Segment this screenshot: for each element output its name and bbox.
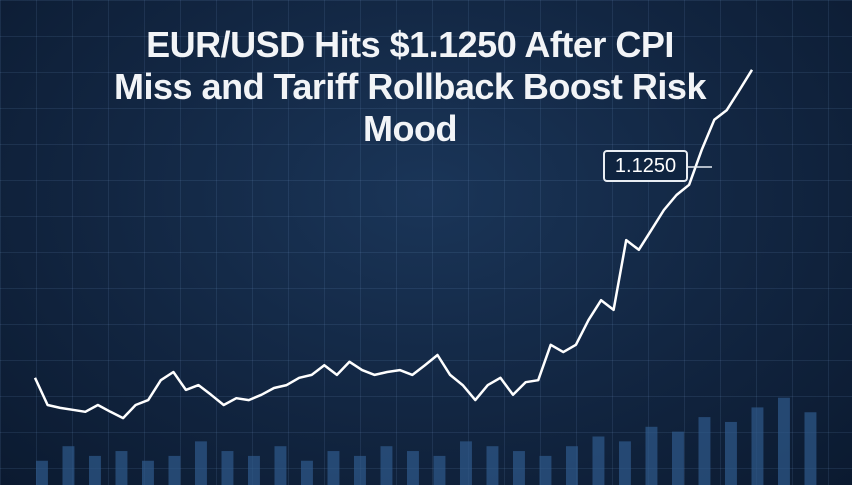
volume-bar (804, 412, 817, 485)
volume-bar (645, 426, 658, 485)
volume-bar (407, 451, 419, 485)
volume-bar (327, 451, 340, 485)
volume-bar (433, 455, 446, 485)
volume-bar (142, 460, 154, 485)
volume-bar (751, 407, 764, 485)
volume-bar (619, 441, 631, 485)
chart-title: EUR/USD Hits $1.1250 After CPI Miss and … (114, 24, 706, 149)
volume-bar (62, 446, 75, 485)
volume-bar (539, 455, 552, 485)
volume-bar (301, 460, 313, 485)
volume-bar (778, 397, 790, 485)
price-label: 1.1250 (603, 150, 688, 182)
volume-bar (248, 455, 260, 485)
volume-bar (221, 451, 234, 485)
volume-bar (380, 446, 393, 485)
volume-bar (36, 460, 48, 485)
volume-bar (486, 446, 499, 485)
volume-bar (89, 455, 101, 485)
volume-bar (274, 446, 287, 485)
volume-bar (592, 436, 605, 485)
volume-bar (698, 417, 711, 485)
volume-bar (168, 455, 181, 485)
price-line (33, 69, 754, 420)
volume-bar (115, 451, 128, 485)
volume-bar (513, 451, 525, 485)
volume-bar (195, 441, 207, 485)
volume-bar (725, 421, 737, 485)
volume-bar (566, 446, 578, 485)
volume-bar (672, 431, 684, 485)
volume-bar (460, 441, 472, 485)
volume-bar (354, 455, 366, 485)
